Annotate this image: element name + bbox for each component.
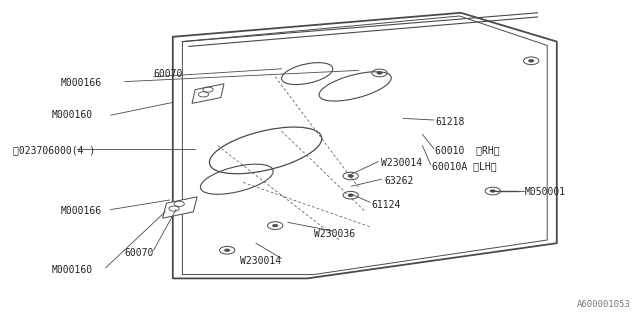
Text: W230036: W230036 bbox=[314, 228, 355, 239]
Text: M000160: M000160 bbox=[51, 265, 92, 276]
Text: A600001053: A600001053 bbox=[577, 300, 630, 309]
Circle shape bbox=[273, 224, 278, 227]
Text: 60010A 〈LH〉: 60010A 〈LH〉 bbox=[432, 161, 497, 172]
Polygon shape bbox=[192, 84, 224, 103]
Text: 60070: 60070 bbox=[154, 68, 183, 79]
Text: M000160: M000160 bbox=[51, 110, 92, 120]
Polygon shape bbox=[163, 197, 197, 218]
Circle shape bbox=[529, 60, 534, 62]
Text: 60070: 60070 bbox=[125, 248, 154, 258]
Text: M000166: M000166 bbox=[61, 206, 102, 216]
Text: W230014: W230014 bbox=[381, 158, 422, 168]
Text: 61124: 61124 bbox=[371, 200, 401, 210]
Text: 61218: 61218 bbox=[435, 116, 465, 127]
Text: 60010  〈RH〉: 60010 〈RH〉 bbox=[435, 145, 500, 156]
Text: M050001: M050001 bbox=[525, 187, 566, 197]
Circle shape bbox=[348, 194, 353, 196]
Circle shape bbox=[348, 175, 353, 177]
Text: 63262: 63262 bbox=[384, 176, 413, 186]
Text: M000166: M000166 bbox=[61, 78, 102, 88]
Circle shape bbox=[225, 249, 230, 252]
Text: ⓝ023706000(4 ): ⓝ023706000(4 ) bbox=[13, 145, 95, 156]
Circle shape bbox=[490, 189, 496, 193]
Text: W230014: W230014 bbox=[240, 256, 281, 266]
Circle shape bbox=[377, 72, 382, 74]
